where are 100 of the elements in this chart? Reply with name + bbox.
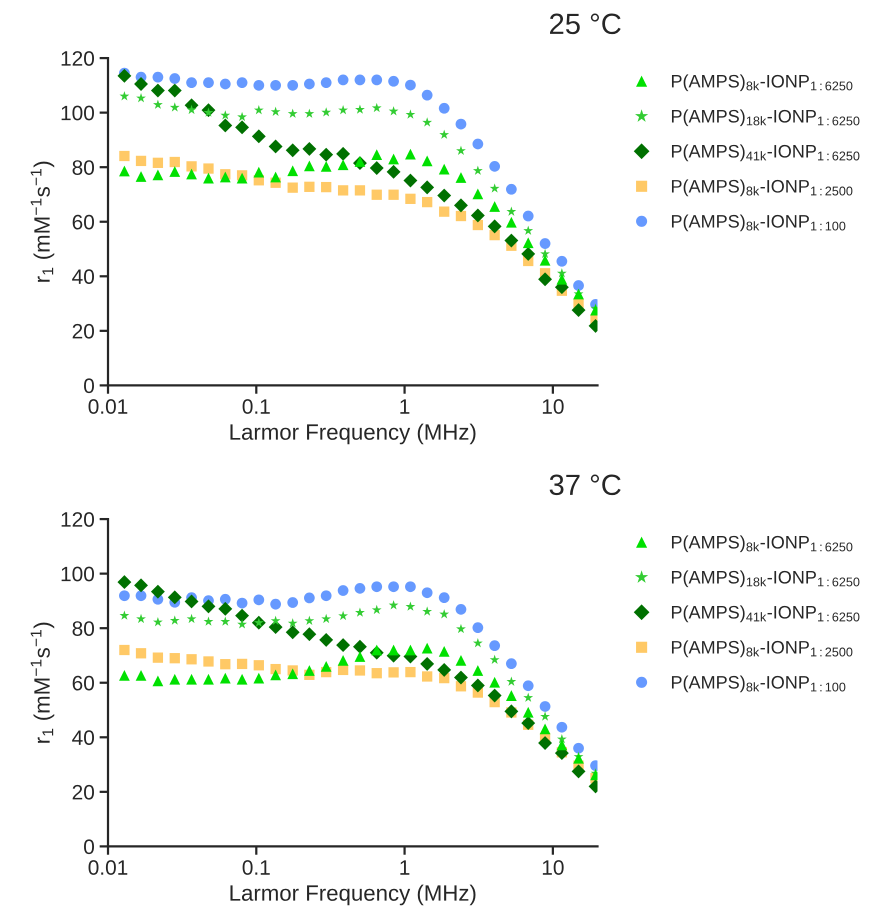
- point: [203, 674, 214, 685]
- point: [136, 670, 146, 681]
- point: [170, 102, 180, 112]
- point: [573, 280, 584, 291]
- legend-label: P(AMPS)$_{8k}$-IONP$_{1:2500}$: [672, 640, 852, 658]
- point: [270, 616, 281, 625]
- point: [506, 690, 517, 701]
- point: [456, 172, 466, 183]
- point: [220, 616, 230, 626]
- point: [472, 166, 483, 175]
- point: [170, 156, 180, 168]
- point: [470, 678, 485, 692]
- point: [370, 161, 384, 175]
- y-tick-label: 20: [72, 784, 94, 800]
- point: [253, 594, 264, 606]
- point: [556, 740, 568, 750]
- point: [556, 256, 568, 267]
- point: [472, 665, 484, 676]
- point: [304, 616, 314, 625]
- point: [150, 584, 165, 599]
- point: [338, 159, 348, 170]
- point: [152, 158, 164, 168]
- y-tick-label: 20: [72, 324, 94, 339]
- point: [354, 582, 366, 594]
- point: [388, 76, 399, 87]
- point: [321, 182, 332, 192]
- point: [388, 644, 399, 656]
- point: [270, 598, 281, 610]
- chart-title: 25 °C: [550, 14, 621, 34]
- point: [573, 742, 584, 754]
- point: [355, 104, 365, 114]
- point: [371, 74, 382, 86]
- legend-label: P(AMPS)$_{18k}$-IONP$_{1:6250}$: [672, 109, 860, 126]
- point: [252, 129, 266, 144]
- y-tick-label: 60: [72, 214, 94, 230]
- point: [186, 168, 197, 180]
- point: [521, 716, 536, 730]
- point: [422, 606, 432, 616]
- y-tick-label: 80: [72, 621, 94, 636]
- point: [556, 268, 567, 278]
- point: [304, 160, 315, 172]
- point: [169, 674, 180, 685]
- point: [220, 659, 230, 670]
- x-tick-label: 10: [542, 399, 564, 414]
- point: [388, 600, 398, 610]
- x-tick-label: 0.01: [88, 860, 128, 875]
- point: [422, 196, 432, 208]
- point: [572, 764, 586, 778]
- point: [270, 106, 281, 116]
- point: [170, 653, 180, 664]
- y-axis-title: r$_{1}$ (mM$^{−1}$s$^{−1}$): [30, 622, 54, 743]
- point: [338, 105, 348, 114]
- point: [438, 592, 450, 604]
- point: [319, 148, 334, 162]
- point: [456, 604, 466, 615]
- point: [354, 185, 366, 196]
- x-tick-label: 1: [400, 399, 410, 414]
- point: [220, 172, 231, 182]
- point: [456, 146, 466, 155]
- point: [540, 254, 550, 266]
- point: [522, 680, 534, 692]
- point: [119, 670, 130, 681]
- point: [521, 246, 536, 261]
- point: [236, 77, 248, 88]
- point: [237, 619, 247, 629]
- point: [304, 108, 314, 118]
- point: [437, 662, 452, 677]
- point: [304, 78, 315, 90]
- point: [336, 638, 350, 652]
- point: [371, 149, 382, 160]
- point: [270, 80, 281, 91]
- point: [388, 106, 398, 116]
- legend-label: P(AMPS)$_{18k}$-IONP$_{1:6250}$: [672, 570, 860, 588]
- point: [438, 164, 450, 174]
- legend-label: P(AMPS)$_{8k}$-IONP$_{1:100}$: [672, 675, 846, 692]
- point: [489, 160, 500, 172]
- point: [286, 625, 300, 640]
- point: [152, 652, 164, 663]
- point: [573, 752, 584, 764]
- point: [488, 219, 502, 234]
- y-tick-label: 80: [72, 160, 94, 175]
- point: [186, 654, 197, 664]
- point: [422, 90, 433, 101]
- point: [540, 238, 550, 249]
- point: [405, 644, 416, 656]
- legend-label: P(AMPS)$_{41k}$-IONP$_{1:6250}$: [672, 605, 860, 622]
- point: [371, 644, 382, 656]
- y-tick-label: 40: [72, 269, 94, 284]
- point: [218, 118, 232, 132]
- point: [168, 590, 182, 604]
- point: [204, 616, 214, 626]
- chart-title: 37 °C: [550, 474, 621, 496]
- y-tick-label: 100: [62, 566, 94, 582]
- point: [522, 237, 534, 248]
- point: [506, 658, 517, 670]
- point: [168, 84, 182, 98]
- point: [119, 150, 130, 162]
- point: [405, 148, 416, 160]
- point: [522, 210, 534, 222]
- point: [372, 668, 382, 678]
